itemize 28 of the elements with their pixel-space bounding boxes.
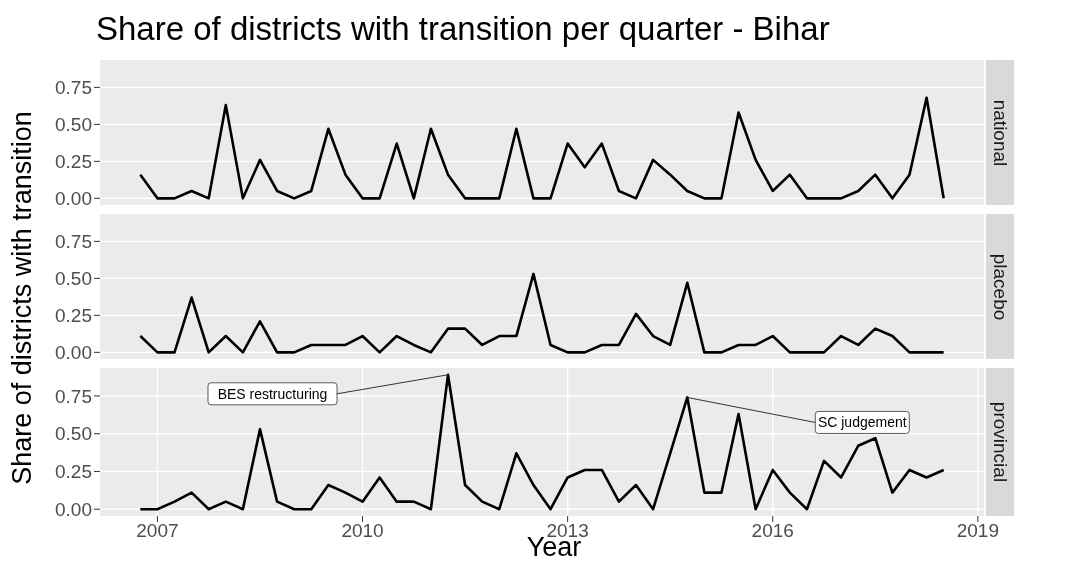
y-tick-label: 0.50 bbox=[55, 114, 92, 136]
y-tick-label: 0.00 bbox=[55, 342, 92, 364]
line-series bbox=[139, 96, 945, 200]
text: provincial bbox=[989, 401, 1012, 483]
y-tick-label: 0.50 bbox=[55, 268, 92, 290]
y-axis-title: Share of districts with transition bbox=[6, 111, 38, 485]
text: national bbox=[989, 99, 1011, 166]
callout: SC judgement bbox=[686, 396, 910, 434]
x-tick-label: 2010 bbox=[341, 520, 384, 542]
y-tick-label: 0.50 bbox=[55, 423, 92, 445]
annotation: SC judgement bbox=[817, 414, 907, 431]
x-tick-label: 2019 bbox=[956, 520, 999, 542]
y-tick-label: 0.75 bbox=[55, 77, 92, 99]
y-tick-label: 0.25 bbox=[55, 305, 92, 327]
callout: BES restructuring bbox=[207, 374, 449, 406]
x-tick-label: 2016 bbox=[751, 520, 794, 542]
y-tick-label: 0.00 bbox=[55, 498, 92, 520]
chart-title: Share of districts with transition per quarter - Bihar bbox=[96, 10, 830, 48]
y-tick-label: 0.75 bbox=[55, 385, 92, 407]
y-tick-label: 0.00 bbox=[55, 188, 92, 210]
y-tick-label: 0.75 bbox=[55, 231, 92, 253]
annotation: BES restructuring bbox=[217, 385, 328, 402]
text: placebo bbox=[989, 253, 1011, 320]
line-series bbox=[139, 373, 945, 511]
y-tick-label: 0.25 bbox=[55, 151, 92, 173]
x-tick-label: 2007 bbox=[136, 520, 179, 542]
line-series bbox=[139, 272, 945, 354]
y-tick-label: 0.25 bbox=[55, 461, 92, 483]
